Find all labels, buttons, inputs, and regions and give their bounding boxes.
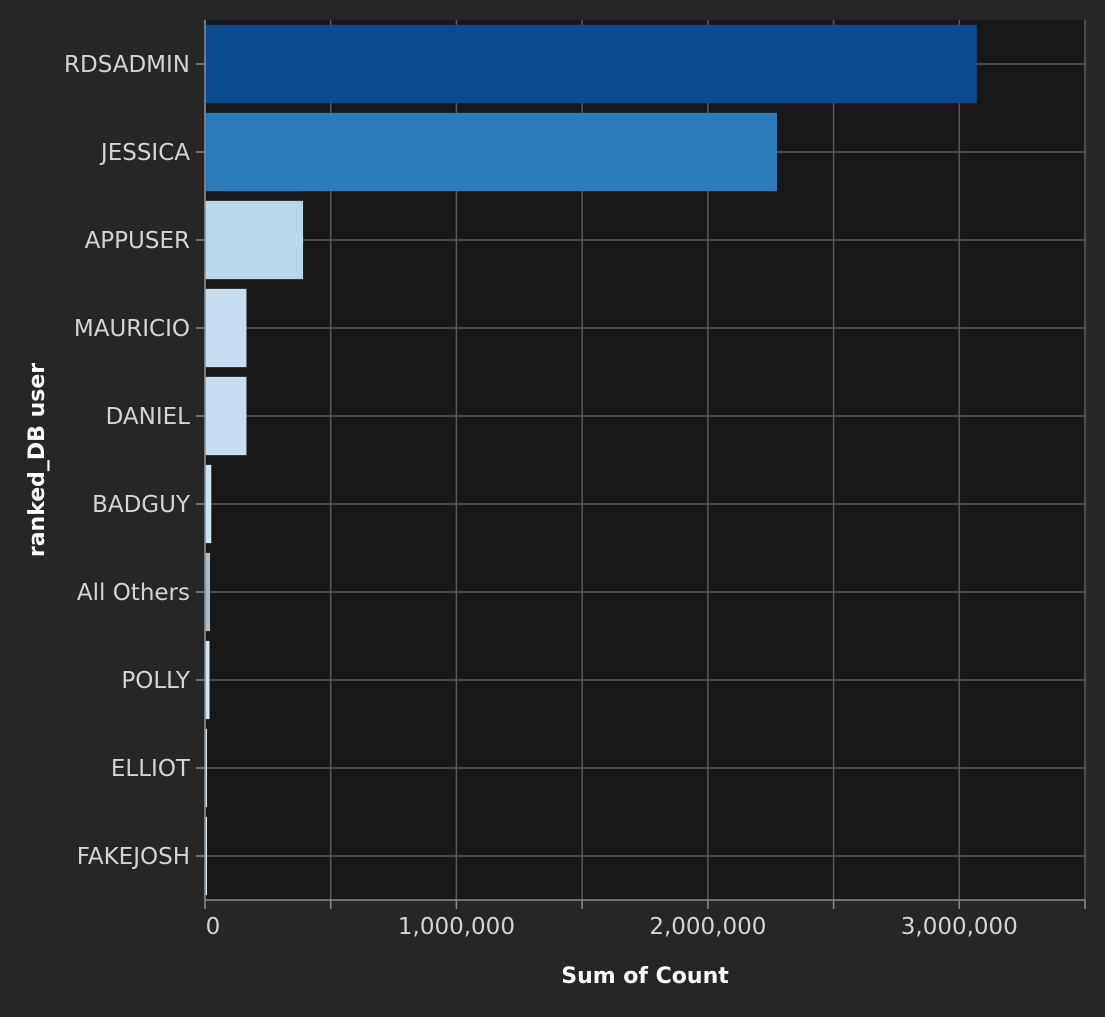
y-tick-label: ELLIOT (111, 756, 191, 782)
bar (205, 200, 304, 280)
bar (205, 24, 977, 104)
y-tick-label: JESSICA (99, 140, 190, 166)
bar (205, 640, 210, 720)
x-tick-label: 2,000,000 (649, 914, 766, 940)
y-tick-label: APPUSER (85, 228, 190, 254)
bar (205, 552, 211, 632)
bar (205, 112, 777, 192)
bar (205, 376, 247, 456)
y-tick-label: MAURICIO (74, 316, 190, 342)
y-tick-label: BADGUY (92, 492, 191, 518)
x-tick-label: 1,000,000 (398, 914, 515, 940)
bar (205, 288, 247, 368)
y-tick-label: POLLY (121, 668, 191, 694)
bar (205, 464, 212, 544)
y-axis-title: ranked_DB user (25, 363, 50, 557)
y-tick-label: RDSADMIN (64, 52, 190, 78)
y-tick-label: DANIEL (106, 404, 191, 430)
bar (205, 816, 207, 896)
x-tick-label: 3,000,000 (901, 914, 1018, 940)
y-tick-label: All Others (77, 580, 190, 606)
axes: 0 1,000,000 2,000,000 3,000,000 RDSADMIN JESS… (64, 20, 1086, 940)
bar (205, 728, 208, 808)
bars (205, 24, 977, 896)
y-tick-label: FAKEJOSH (77, 844, 190, 870)
x-axis-title: Sum of Count (561, 964, 729, 989)
x-tick-label: 0 (206, 914, 221, 940)
